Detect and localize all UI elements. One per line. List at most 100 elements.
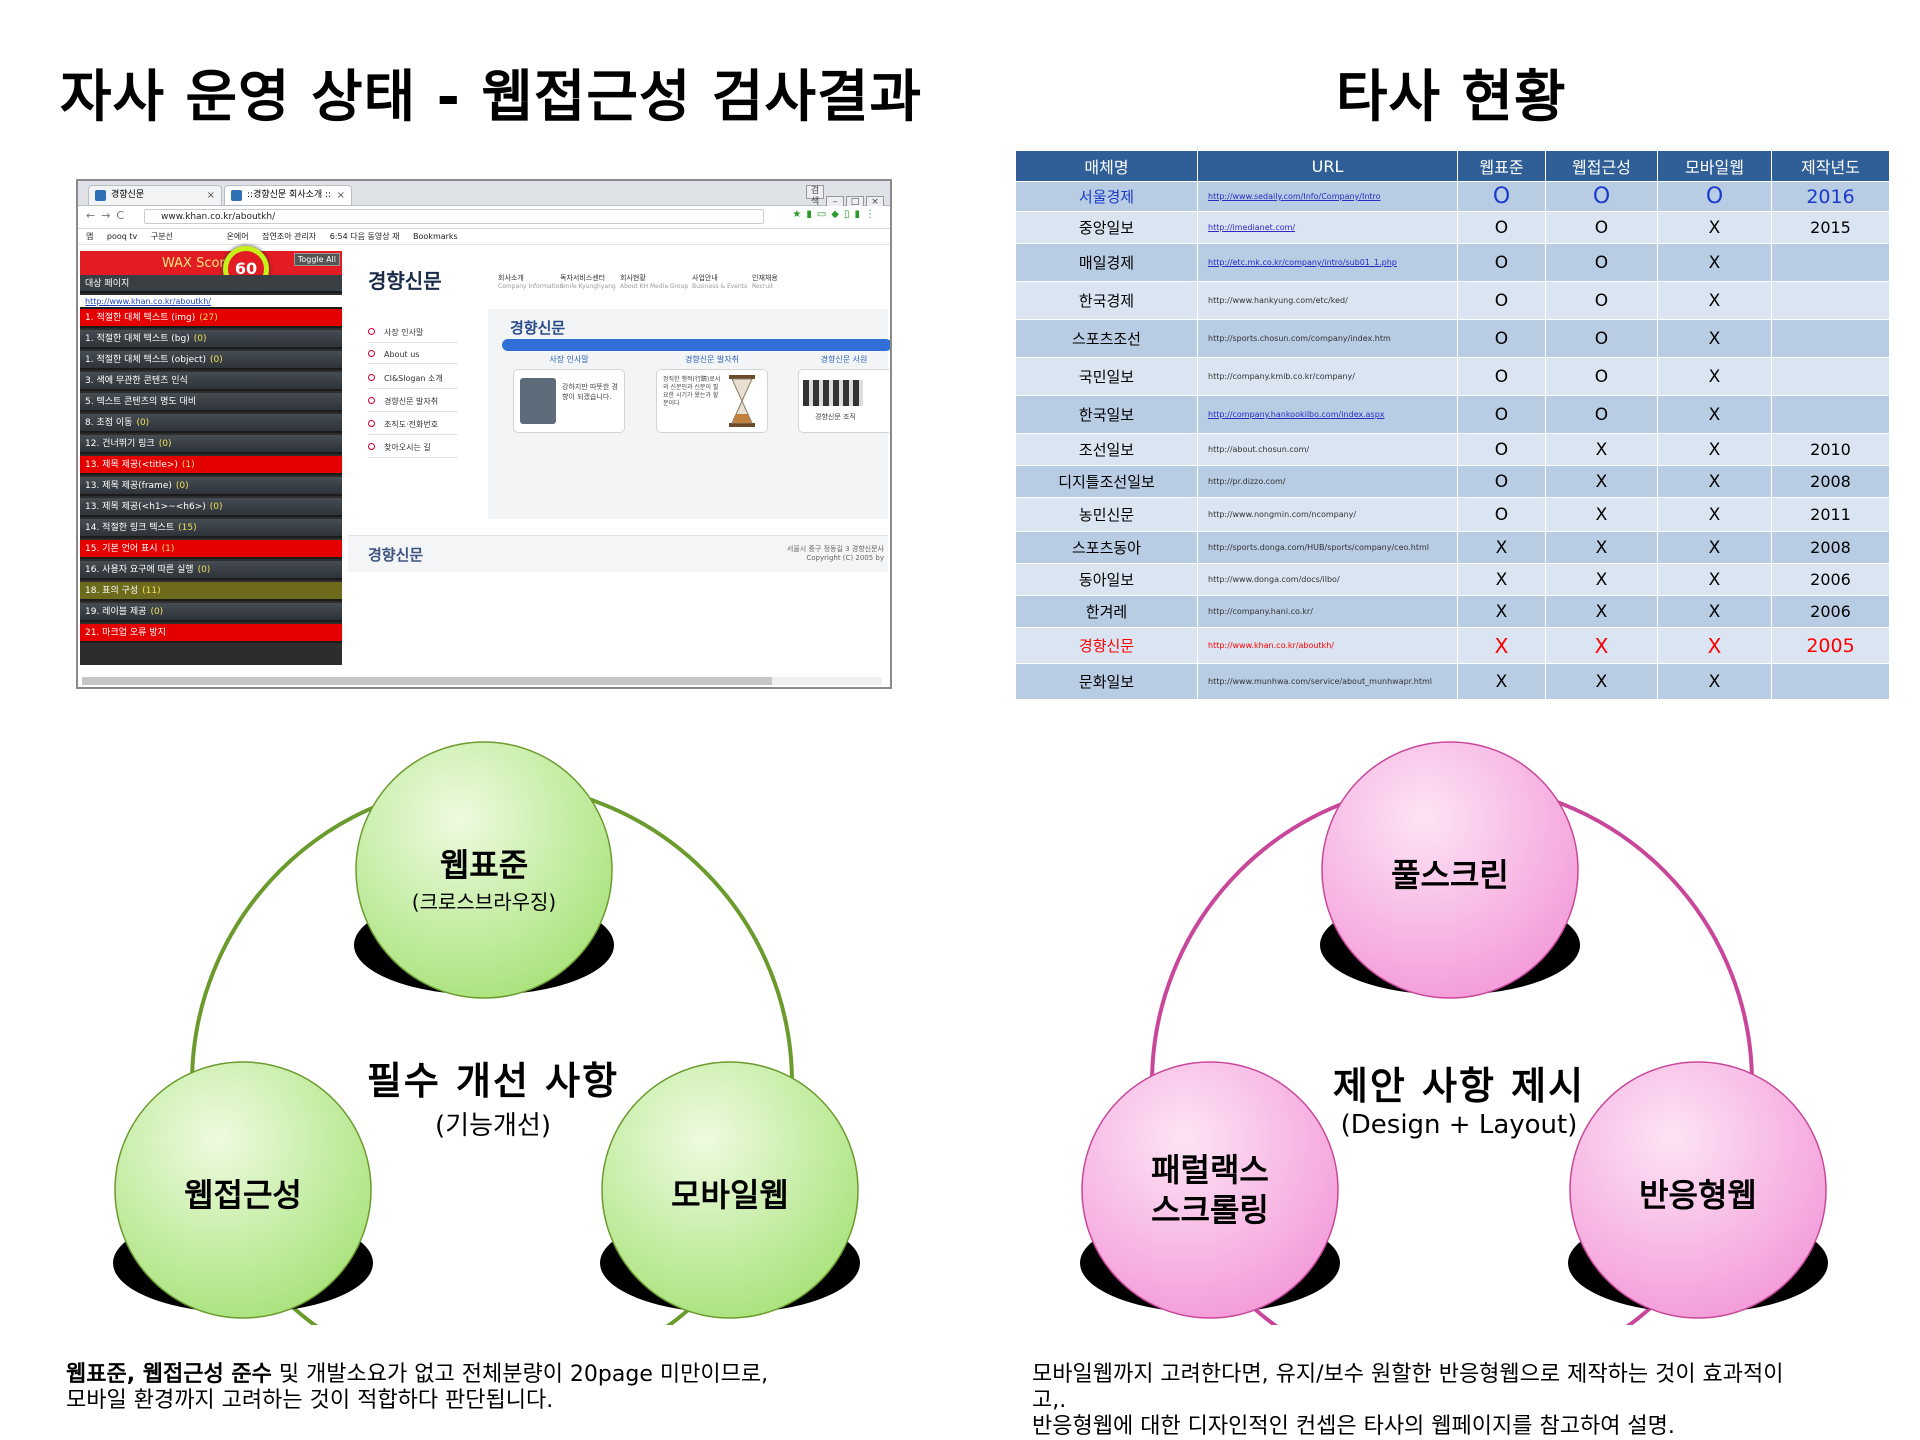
cell-url[interactable]: http://company.hankookilbo.com/index.asp…	[1197, 395, 1458, 434]
cell-url[interactable]: http://www.khan.co.kr/aboutkh/	[1197, 627, 1458, 664]
bullet-icon	[368, 350, 375, 357]
gnb-sublabel: Company Information	[498, 283, 564, 290]
wax-title: WAX Score	[162, 256, 233, 271]
horizontal-scrollbar[interactable]	[82, 677, 882, 685]
lnb-item[interactable]: 경향신문 발자취	[368, 396, 458, 412]
cell-accessibility: X	[1545, 563, 1658, 596]
cell-webstandard: O	[1457, 319, 1546, 358]
table-row: 중앙일보 http://imedianet.com/O O X 2015	[1015, 211, 1890, 244]
nav-buttons-icon[interactable]: ←→C	[86, 209, 131, 222]
wax-item[interactable]: 15. 기본 언어 표시 (1)	[80, 540, 342, 559]
wax-item[interactable]: 1. 적절한 대체 텍스트 (object) (0)	[80, 351, 342, 370]
browser-tab-2[interactable]: ::경향신문 회사소개 :: ×	[224, 185, 352, 205]
cell-url[interactable]: http://sports.donga.com/HUB/sports/compa…	[1197, 531, 1458, 564]
wax-item[interactable]: 1. 적절한 대체 텍스트 (bg) (0)	[80, 330, 342, 349]
cell-url[interactable]: http://www.donga.com/docs/ilbo/	[1197, 563, 1458, 596]
bookmark-item[interactable]: 6:54 다음 동영상 재	[329, 232, 400, 241]
cell-webstandard: O	[1457, 433, 1546, 466]
right-left-label: 패럴랙스 스크롤링	[1110, 1150, 1310, 1230]
cell-url[interactable]: http://pr.dizzo.com/	[1197, 465, 1458, 498]
window-button-search[interactable]: 검색	[806, 185, 824, 207]
lnb-item[interactable]: About us	[368, 350, 458, 364]
cell-url[interactable]: http://www.hankyung.com/etc/ked/	[1197, 281, 1458, 320]
right-cycle-diagram	[1080, 741, 1828, 1325]
cell-accessibility: O	[1545, 319, 1658, 358]
cell-mobile: O	[1657, 181, 1772, 212]
wax-item[interactable]: 8. 초점 이동 (0)	[80, 414, 342, 433]
footer-copy-text: Copyright (C) 2005 by	[806, 554, 884, 562]
bullet-icon	[368, 397, 375, 404]
bookmark-item[interactable]: 앱	[86, 232, 94, 241]
wax-item[interactable]: 12. 건너뛰기 링크 (0)	[80, 435, 342, 454]
wax-item[interactable]: 3. 색에 무관한 콘텐츠 인식	[80, 372, 342, 391]
wax-item[interactable]: 1. 적절한 대체 텍스트 (img) (27)	[80, 309, 342, 328]
cell-name: 문화일보	[1015, 663, 1198, 700]
gnb-label: 독자서비스센터	[560, 274, 606, 282]
wax-item[interactable]: 5. 텍스트 콘텐츠의 명도 대비	[80, 393, 342, 412]
gnb-item[interactable]: 인재채용 Recruit	[752, 273, 778, 290]
lnb-item[interactable]: 사장 인사말	[368, 327, 458, 343]
gnb-item[interactable]: 회사현황 About KH Media Group	[620, 273, 688, 290]
cell-url[interactable]: http://about.chosun.com/	[1197, 433, 1458, 466]
wax-item-label: 13. 제목 제공(<h1>~<h6>)	[85, 502, 206, 512]
wax-item[interactable]: 13. 제목 제공(<h1>~<h6>) (0)	[80, 498, 342, 517]
lnb-item[interactable]: 조직도·전화번호	[368, 419, 458, 435]
right-paragraph: 모바일웹까지 고려한다면, 유지/보수 원할한 반응형웹으로 제작하는 것이 효…	[1032, 1362, 1784, 1440]
panel-body: 경향신문 조직	[815, 413, 856, 421]
bookmark-item[interactable]: Bookmarks	[413, 232, 458, 241]
center-subtitle: (기능개선)	[435, 1111, 551, 1141]
cell-accessibility: X	[1545, 465, 1658, 498]
center-title: 제안 사항 제시	[1332, 1064, 1586, 1108]
lnb-item[interactable]: 찾아오시는 길	[368, 442, 458, 458]
footer-logo: 경향신문	[368, 546, 424, 564]
url-input[interactable]: www.khan.co.kr/aboutkh/	[144, 209, 764, 224]
cell-url[interactable]: http://company.kmib.co.kr/company/	[1197, 357, 1458, 396]
panel-staff[interactable]: 경향신문 사원 경향신문 조직	[798, 355, 889, 433]
cell-year	[1771, 319, 1890, 358]
browser-tab-1[interactable]: 경향신문 ×	[88, 185, 222, 205]
cell-url[interactable]: http://imedianet.com/	[1197, 211, 1458, 244]
gnb-item[interactable]: 독자서비스센터 Smile Kyunghyang	[560, 273, 616, 290]
cell-year	[1771, 663, 1890, 700]
toggle-all-button[interactable]: Toggle All	[293, 253, 340, 266]
wax-item[interactable]: 18. 표의 구성 (11)	[80, 582, 342, 601]
cell-url[interactable]: http://www.munhwa.com/service/about_munh…	[1197, 663, 1458, 700]
lnb-item[interactable]: CI&Slogan 소개	[368, 373, 458, 389]
extension-icons[interactable]: ★▮▭◆▯▮⋮	[792, 209, 880, 220]
bookmark-item[interactable]: pooq tv	[106, 232, 138, 241]
gnb-item[interactable]: 회사소개 Company Information	[498, 273, 563, 290]
panel-ceo[interactable]: 사장 인사말 강하지만 따뜻한 경향이 되겠습니다.	[513, 355, 625, 433]
cell-url[interactable]: http://www.nongmin.com/ncompany/	[1197, 497, 1458, 532]
cell-url[interactable]: http://sports.chosun.com/company/index.h…	[1197, 319, 1458, 358]
staff-photo	[803, 380, 863, 406]
left-cycle-diagram	[113, 741, 860, 1325]
left-paragraph: 웹표준, 웹접근성 준수 및 개발소요가 없고 전체분량이 20page 미만이…	[66, 1362, 768, 1414]
bookmark-item[interactable]: 구분선	[150, 232, 173, 241]
lnb-label: 조직도·전화번호	[384, 420, 439, 429]
center-title: 필수 개선 사항	[366, 1059, 620, 1103]
bookmark-item[interactable]: 온에어	[226, 232, 249, 241]
wax-item[interactable]: 13. 제목 제공(<title>) (1)	[80, 456, 342, 475]
wax-item[interactable]: 14. 적절한 링크 텍스트 (15)	[80, 519, 342, 538]
right-center-label: 제안 사항 제시 (Design + Layout)	[1299, 1055, 1619, 1140]
wax-item[interactable]: 13. 제목 제공(frame) (0)	[80, 477, 342, 496]
cell-url[interactable]: http://company.hani.co.kr/	[1197, 595, 1458, 628]
close-icon[interactable]: ×	[206, 190, 215, 201]
bookmark-item[interactable]: 잡연조아 관리자	[262, 232, 317, 241]
panel-history[interactable]: 경향신문 발자취 정직한 행적(行蹟)로서의 신문인과 신문이 필요한 시기가 …	[656, 355, 768, 433]
wax-target-url[interactable]: http://www.khan.co.kr/aboutkh/	[80, 295, 342, 309]
cell-year	[1771, 281, 1890, 320]
cell-webstandard: X	[1457, 531, 1546, 564]
cell-url[interactable]: http://etc.mk.co.kr/company/intro/sub01_…	[1197, 243, 1458, 282]
wax-item[interactable]: 16. 사용자 요구에 따른 실행 (0)	[80, 561, 342, 580]
wax-item[interactable]: 19. 레이블 제공 (0)	[80, 603, 342, 622]
site-logo[interactable]: 경향신문	[368, 269, 442, 293]
cell-url[interactable]: http://www.sedaily.com/Info/Company/Intr…	[1197, 181, 1458, 212]
gnb-item[interactable]: 사업안내 Business & Events	[692, 273, 747, 290]
table-row: 디지틀조선일보 http://pr.dizzo.com/O X X 2008	[1015, 465, 1890, 498]
ceo-photo	[520, 378, 556, 424]
wax-item[interactable]: 21. 마크업 오류 방지	[80, 624, 342, 643]
close-icon[interactable]: ×	[336, 190, 345, 201]
cell-accessibility: O	[1545, 281, 1658, 320]
scrollbar-thumb[interactable]	[82, 677, 772, 685]
